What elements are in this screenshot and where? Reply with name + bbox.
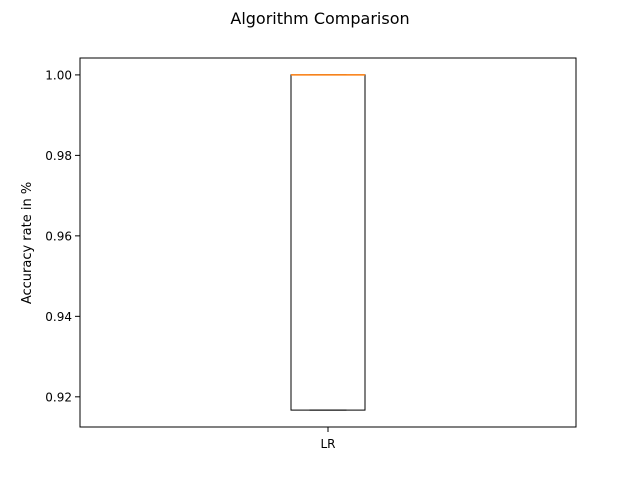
y-tick-label: 0.98 xyxy=(45,149,72,163)
y-tick-label: 0.94 xyxy=(45,310,72,324)
x-axis-ticks: LR xyxy=(320,427,336,451)
y-tick-label: 1.00 xyxy=(45,68,72,82)
box-body xyxy=(290,74,366,411)
chart-title: Algorithm Comparison xyxy=(230,9,409,28)
y-tick-label: 0.96 xyxy=(45,229,72,243)
y-axis-ticks: 0.92 0.94 0.96 0.98 1.00 xyxy=(45,68,80,404)
y-tick-label: 0.92 xyxy=(45,390,72,404)
box-series xyxy=(290,74,366,411)
x-tick-label: LR xyxy=(320,437,335,451)
y-axis-label: Accuracy rate in % xyxy=(20,182,35,304)
plot-area-frame xyxy=(79,57,577,428)
